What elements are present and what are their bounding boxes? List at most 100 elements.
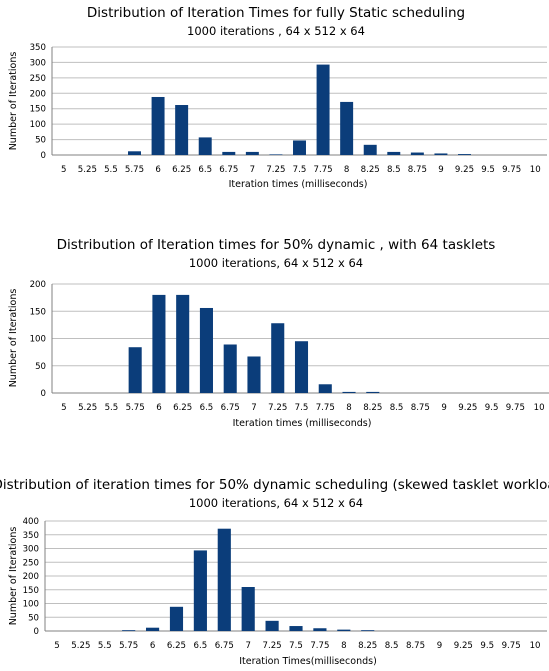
y-tick-label: 150 [30,307,46,317]
y-tick-label: 250 [23,558,39,568]
chart-subtitle: 1000 iterations, 64 x 512 x 64 [189,496,363,510]
x-tick-label: 5 [54,641,59,651]
y-tick-label: 200 [30,280,46,290]
y-tick-label: 150 [23,586,39,596]
x-tick-label: 10 [530,641,541,651]
x-tick-label: 6.25 [167,641,186,651]
bar-5-75 [129,347,142,393]
x-tick-label: 9.25 [458,403,477,413]
y-tick-label: 100 [30,120,46,130]
x-axis-label: Iteration Times(milliseconds) [239,656,377,667]
bar-8-5 [387,152,400,155]
bar-8-25 [366,392,379,393]
y-tick-label: 50 [28,613,39,623]
x-tick-label: 7.75 [310,641,329,651]
x-tick-label: 9.75 [506,403,525,413]
y-tick-label: 100 [23,600,39,610]
bar-8-75 [411,153,424,155]
x-tick-label: 5.25 [78,403,97,413]
x-tick-label: 5.25 [71,641,90,651]
x-tick-label: 5.5 [104,165,118,175]
bar-6-5 [200,308,213,393]
x-tick-label: 9 [438,165,443,175]
x-tick-label: 7 [251,403,256,413]
x-tick-label: 6.5 [200,403,214,413]
bar-5-75 [128,151,141,155]
x-tick-label: 9.75 [502,165,521,175]
x-tick-label: 9.5 [481,165,495,175]
x-tick-label: 8.5 [385,641,399,651]
chart-title: Distribution of Iteration times for 50% … [57,237,496,253]
x-tick-label: 6.25 [173,403,192,413]
x-tick-label: 5.75 [125,165,144,175]
y-axis-label: Number of Iterations [8,52,19,151]
x-axis-label: Iteration times (milliseconds) [229,179,368,190]
x-tick-label: 7.5 [289,641,303,651]
x-tick-label: 8.25 [361,165,380,175]
y-tick-label: 200 [30,89,46,99]
x-tick-label: 5.75 [126,403,145,413]
y-tick-label: 300 [30,58,46,68]
chart-static-scheduling: Distribution of Iteration Times for full… [8,5,547,190]
bar-6 [152,295,165,393]
x-tick-label: 5.75 [119,641,138,651]
y-tick-label: 0 [41,389,46,399]
x-tick-label: 8.75 [411,403,430,413]
y-tick-label: 0 [34,627,39,637]
x-tick-label: 9.25 [455,165,474,175]
bar-6-25 [170,607,183,631]
bar-8-25 [364,145,377,155]
chart-dynamic-64-tasklets: Distribution of Iteration times for 50% … [8,237,549,429]
x-tick-label: 6 [150,641,155,651]
y-tick-label: 50 [35,362,46,372]
x-tick-label: 7.5 [295,403,309,413]
x-tick-label: 8 [341,641,346,651]
bar-7-75 [313,628,326,631]
x-tick-label: 5 [61,403,66,413]
chart-title: Distribution of iteration times for 50% … [0,477,549,493]
bar-7-5 [293,140,306,155]
x-tick-label: 7.25 [266,165,285,175]
x-axis-label: Iteration times (milliseconds) [233,418,372,429]
x-tick-label: 8 [344,165,349,175]
x-tick-label: 10 [530,165,541,175]
bar-6-25 [175,105,188,155]
chart-dynamic-skewed-workload: Distribution of iteration times for 50% … [0,477,549,667]
x-tick-label: 5.5 [105,403,119,413]
bar-7-25 [266,621,279,631]
x-tick-label: 9.5 [480,641,494,651]
x-tick-label: 8.75 [408,165,427,175]
x-tick-label: 8.75 [406,641,425,651]
x-tick-label: 7.5 [293,165,307,175]
y-tick-label: 400 [23,517,39,527]
x-tick-label: 6.75 [219,165,238,175]
bar-8 [342,392,355,393]
x-tick-label: 7.75 [316,403,335,413]
bar-9-25 [458,154,471,155]
x-tick-label: 6.75 [215,641,234,651]
bar-8-25 [361,630,374,631]
bar-6-75 [218,529,231,631]
x-tick-label: 9 [441,403,446,413]
chart-subtitle: 1000 iterations, 64 x 512 x 64 [189,256,363,270]
y-tick-label: 100 [30,335,46,345]
y-tick-label: 250 [30,74,46,84]
bar-6-5 [194,550,207,631]
x-tick-label: 6.25 [172,165,191,175]
x-tick-label: 7.75 [314,165,333,175]
x-tick-label: 5.5 [98,641,112,651]
bar-6 [146,628,159,631]
x-tick-label: 8.5 [387,165,401,175]
x-tick-label: 8.5 [390,403,404,413]
y-axis-label: Number of Iterations [8,527,19,626]
y-tick-label: 300 [23,545,39,555]
x-tick-label: 5.25 [78,165,97,175]
x-tick-label: 10 [534,403,545,413]
y-axis-label: Number of Iterations [8,289,19,388]
y-tick-label: 350 [30,43,46,53]
bar-7-75 [319,384,332,393]
bar-7-25 [271,323,284,393]
bar-8 [340,102,353,155]
x-tick-label: 7 [250,165,255,175]
chart-subtitle: 1000 iterations , 64 x 512 x 64 [187,24,365,38]
